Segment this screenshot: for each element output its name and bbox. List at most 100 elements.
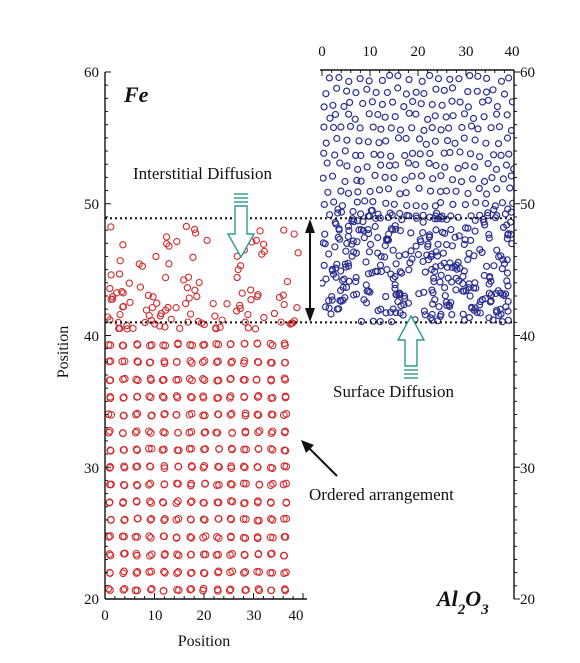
- al2o3-atom: [329, 101, 337, 109]
- al2o3-atom: [357, 317, 365, 325]
- fe-atom: [115, 270, 124, 278]
- fe-atom: [213, 376, 221, 385]
- fe-atom: [186, 357, 195, 365]
- fe-atom: [133, 392, 142, 401]
- al2o3-atom: [320, 103, 328, 111]
- fe-atom: [252, 375, 261, 384]
- al2o3-atom: [402, 189, 410, 197]
- al2o3-atom: [437, 262, 445, 270]
- fe-atom: [200, 356, 209, 365]
- fe-atom: [133, 446, 141, 454]
- al2o3-atom: [468, 303, 476, 311]
- fe-atom: [120, 446, 128, 454]
- fe-atom: [183, 284, 192, 292]
- fe-atom: [226, 340, 235, 348]
- fe-atom: [236, 304, 244, 313]
- al2o3-atom: [355, 137, 363, 145]
- fe-atom: [212, 324, 220, 332]
- al2o3-atom: [355, 226, 363, 234]
- al2o3-atom: [451, 233, 459, 241]
- ordered-arrangement-label: Ordered arrangement: [309, 485, 454, 504]
- al2o3-atom: [428, 123, 436, 132]
- al2o3-atom: [360, 296, 368, 304]
- fe-atom: [146, 341, 154, 350]
- al2o3-atom: [381, 173, 389, 181]
- al2o3-atom: [365, 212, 374, 220]
- al2o3-atom: [432, 248, 440, 256]
- fe-atom: [160, 462, 169, 470]
- fe-atom: [174, 479, 182, 488]
- al2o3-atom: [503, 134, 512, 142]
- fe-atom: [242, 515, 250, 524]
- fe-atom: [132, 462, 140, 471]
- fe-atom: [239, 375, 248, 384]
- al2o3-atom: [464, 103, 472, 111]
- al2o3-atom: [365, 110, 373, 118]
- fe-atom: [214, 550, 223, 559]
- fe-atom: [287, 319, 296, 327]
- al2o3-atom: [503, 256, 511, 264]
- al2o3-atom: [326, 114, 334, 122]
- al2o3-atom: [402, 134, 410, 143]
- fe-atom: [147, 585, 155, 594]
- fe-atom: [118, 357, 127, 366]
- fe-atom: [241, 568, 250, 576]
- fe-atom: [146, 462, 154, 471]
- fe-atom: [259, 240, 268, 248]
- al2o3-atom: [495, 123, 504, 131]
- fe-atom: [242, 479, 250, 488]
- al2o3-x-tick-label: 0: [318, 44, 326, 60]
- al2o3-atom: [359, 218, 367, 226]
- al2o3-atom: [331, 151, 339, 159]
- fe-atom: [227, 444, 236, 453]
- fe-atom: [165, 260, 173, 268]
- fe-y-tick-label: 30: [84, 461, 99, 477]
- al2o3-atom: [360, 234, 368, 242]
- fe-atom: [186, 533, 195, 541]
- al2o3-atom: [489, 86, 497, 94]
- fe-atom: [161, 568, 169, 577]
- al2o3-atom: [437, 172, 445, 180]
- fe-x-tick-label: 0: [101, 608, 109, 624]
- al2o3-atom: [392, 260, 400, 268]
- al2o3-atom: [322, 275, 330, 283]
- al2o3-atom: [420, 307, 428, 315]
- al2o3-atom: [371, 267, 380, 275]
- fe-atom: [282, 514, 291, 523]
- al2o3-atom: [443, 215, 451, 224]
- fe-atom: [172, 499, 181, 507]
- fe-atom: [132, 569, 141, 577]
- fe-atom: [255, 427, 264, 435]
- al2o3-atom: [439, 228, 447, 236]
- al2o3-atom: [494, 140, 503, 148]
- al2o3-atom: [337, 267, 345, 275]
- fe-panel-label: Fe: [123, 82, 149, 107]
- fe-atom: [241, 586, 249, 595]
- fe-atom: [160, 357, 169, 366]
- al2o3-atom: [346, 98, 354, 107]
- al2o3-atom: [448, 84, 457, 92]
- al2o3-atom: [496, 305, 504, 313]
- al2o3-atom: [499, 223, 508, 231]
- al2o3-atom: [483, 262, 491, 270]
- fe-atom: [279, 291, 287, 299]
- al2o3-atom: [409, 97, 417, 106]
- al2o3-atom: [441, 284, 449, 292]
- fe-atom: [133, 533, 142, 541]
- fe-atom: [268, 341, 277, 350]
- al2o3-atom: [485, 289, 493, 297]
- fe-atom: [172, 358, 181, 366]
- al2o3-atom: [376, 214, 384, 222]
- al2o3-atom: [396, 268, 404, 276]
- al2o3-atom: [333, 260, 341, 268]
- al2o3-atom: [327, 310, 335, 318]
- al2o3-atom: [447, 226, 455, 234]
- fe-atom: [199, 411, 207, 420]
- fe-atom: [158, 392, 167, 401]
- al2o3-atom: [459, 287, 467, 295]
- al2o3-atom: [383, 237, 391, 245]
- fe-atom: [158, 376, 167, 384]
- al2o3-atom: [430, 274, 438, 282]
- al2o3-atom: [391, 161, 400, 169]
- al2o3-atom: [460, 240, 468, 248]
